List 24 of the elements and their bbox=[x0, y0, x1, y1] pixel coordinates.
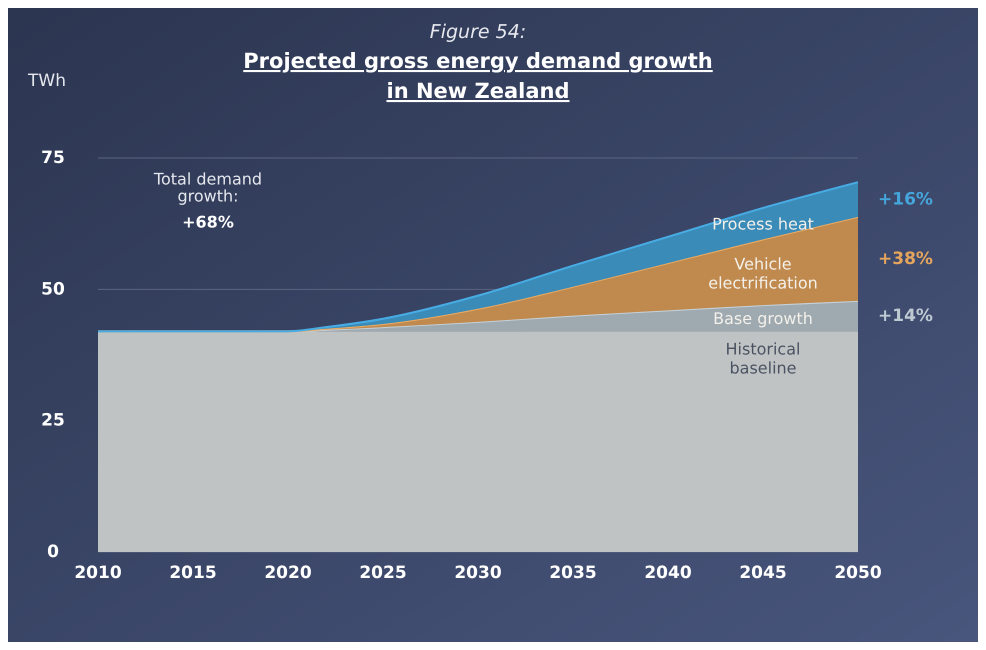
text: +38% bbox=[878, 248, 933, 269]
x-tick-label: 2035 bbox=[549, 563, 597, 583]
x-tick-label: 2050 bbox=[834, 563, 882, 583]
x-tick-label: 2045 bbox=[739, 563, 787, 583]
text: +16% bbox=[878, 190, 933, 210]
y-tick-label: 50 bbox=[41, 279, 65, 300]
x-tick-label: 2040 bbox=[644, 563, 692, 583]
chart-title: Projected gross energy demand growth in New Zealand bbox=[243, 49, 713, 103]
y-axis-title: TWh bbox=[27, 71, 66, 91]
x-tick-label: 2025 bbox=[359, 563, 407, 583]
y-tick-label: 75 bbox=[41, 148, 65, 168]
series-label: Process heat bbox=[712, 214, 814, 234]
x-tick-label: 2010 bbox=[74, 563, 122, 583]
x-tick-label: 2015 bbox=[169, 563, 217, 583]
series-label: Base growth bbox=[713, 308, 813, 328]
chart-subtitle: Figure 54: bbox=[430, 21, 526, 43]
text: +14% bbox=[878, 306, 933, 326]
y-tick-label: 25 bbox=[41, 410, 65, 431]
x-tick-label: 2020 bbox=[264, 563, 312, 583]
series-label: Vehicle electrification bbox=[708, 254, 818, 292]
y-tick-label: 0 bbox=[47, 542, 60, 562]
x-tick-label: 2030 bbox=[454, 563, 502, 583]
series-label: Historical baseline bbox=[726, 339, 800, 378]
annotation: Total demand growth: +68% bbox=[152, 169, 262, 232]
